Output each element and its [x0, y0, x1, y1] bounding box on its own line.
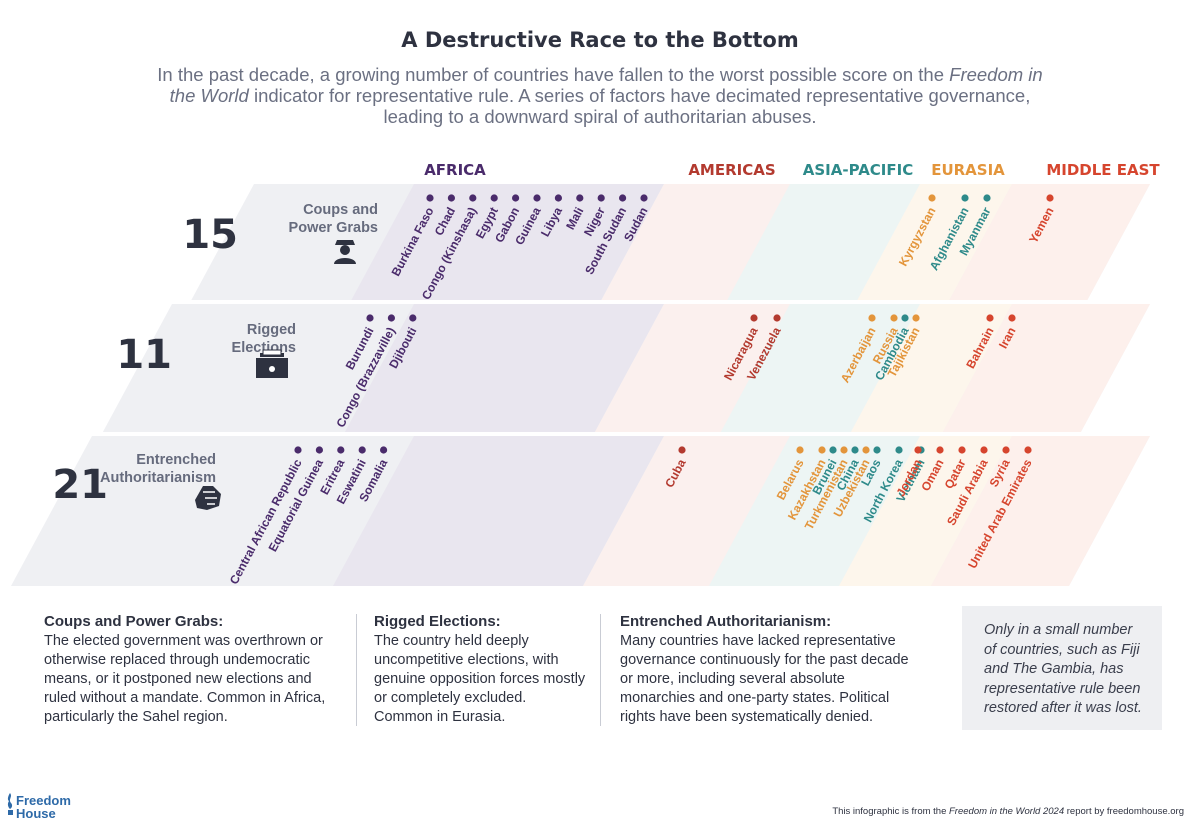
region-header-eurasia: EURASIA — [931, 161, 1005, 179]
region-strip-eurasia — [850, 304, 1012, 432]
country-dot — [640, 194, 648, 202]
country-dot — [928, 194, 936, 202]
region-strip-asia-pacific — [727, 184, 920, 300]
region-strip-middle-east — [949, 184, 1150, 300]
row-label: Entrenched — [136, 452, 216, 468]
region-header-middle-east: MIDDLE EAST — [1046, 161, 1160, 179]
country-dot — [597, 194, 605, 202]
page-title: A Destructive Race to the Bottom — [401, 28, 799, 52]
country-dot — [554, 194, 563, 202]
page-subtitle: In the past decade, a growing number of … — [157, 64, 1043, 127]
country-dot — [447, 194, 455, 202]
country-dot — [511, 194, 520, 202]
region-strip-asia-pacific — [720, 304, 920, 432]
country-dot — [576, 194, 584, 202]
region-strip-middle-east — [942, 304, 1150, 432]
region-header-asia-pacific: ASIA-PACIFIC — [803, 161, 913, 179]
country-dot — [315, 446, 323, 454]
row-count: 11 — [116, 332, 172, 378]
region-strip-americas — [601, 184, 790, 300]
region-strip-africa — [333, 436, 664, 586]
country-dot — [358, 446, 366, 454]
region-strip-americas — [583, 436, 790, 586]
country-dot — [1002, 446, 1010, 454]
divider — [600, 614, 601, 726]
region-strip-eurasia — [857, 184, 1012, 300]
country-dot — [829, 446, 837, 454]
country-dot — [958, 446, 966, 454]
row-count: 15 — [182, 212, 238, 258]
country-dot — [840, 446, 848, 454]
country-dot — [1046, 194, 1054, 202]
country-dot — [366, 314, 374, 322]
region-header-americas: AMERICAS — [688, 161, 775, 179]
country-dot — [1024, 446, 1032, 454]
country-dot — [490, 194, 498, 202]
country-dot — [961, 194, 969, 202]
country-dot — [901, 314, 909, 322]
fist-icon — [195, 486, 221, 510]
country-dot — [890, 314, 898, 322]
country-dot — [818, 446, 826, 454]
country-dot — [1008, 314, 1016, 322]
region-strip-middle-east — [931, 436, 1150, 586]
soldier-icon — [334, 240, 356, 264]
country-dot — [862, 446, 870, 454]
definition-entrenched: Entrenched Authoritarianism: Many countri… — [620, 613, 909, 725]
region-strip-africa — [351, 184, 664, 300]
divider — [356, 614, 357, 726]
ballot-box-icon — [256, 349, 288, 378]
country-dot — [619, 194, 627, 202]
row-label: Rigged — [247, 322, 296, 338]
country-dot — [773, 314, 781, 322]
country-dot — [936, 446, 944, 454]
country-dot — [895, 446, 903, 454]
country-dot — [750, 314, 758, 322]
country-dot — [380, 446, 388, 454]
country-dot — [337, 446, 345, 454]
category-diagram: AFRICA AMERICAS ASIA-PACIFIC EURASIA MIDDLE … — [11, 161, 1160, 587]
region-strip-africa — [344, 304, 664, 432]
definition-coups: Coups and Power Grabs: The elected govern… — [44, 613, 326, 725]
row-count: 21 — [52, 462, 108, 508]
row-label: Power Grabs — [289, 220, 378, 236]
country-dot — [409, 314, 417, 322]
country-dot — [914, 446, 922, 454]
country-dot — [796, 446, 804, 454]
region-strip-americas — [594, 304, 790, 432]
country-dot — [868, 314, 876, 322]
country-dot — [294, 446, 302, 454]
country-dot — [912, 314, 920, 322]
country-dot — [469, 194, 477, 202]
region-strip-asia-pacific — [709, 436, 920, 586]
region-header-africa: AFRICA — [424, 161, 486, 179]
row-label: Coups and — [303, 202, 378, 218]
source-credit[interactable]: This infographic is from the Freedom in … — [832, 806, 1184, 817]
flame-icon — [7, 793, 13, 815]
country-dot — [426, 194, 434, 202]
country-dot — [983, 194, 991, 202]
country-dot — [387, 314, 395, 322]
country-dot — [986, 314, 994, 322]
restoration-note: Only in a small number of countries, suc… — [962, 606, 1162, 730]
region-strip-eurasia — [839, 436, 1012, 586]
country-dot — [851, 446, 859, 454]
country-dot — [873, 446, 881, 454]
definition-rigged: Rigged Elections: The country held deeply… — [374, 613, 586, 725]
row-label: Authoritarianism — [100, 470, 216, 486]
logo-text: Freedom House — [16, 793, 71, 821]
freedom-house-logo[interactable]: Freedom House — [6, 790, 86, 820]
country-dot — [533, 194, 541, 202]
country-dot — [980, 446, 988, 454]
country-dot — [678, 446, 686, 454]
